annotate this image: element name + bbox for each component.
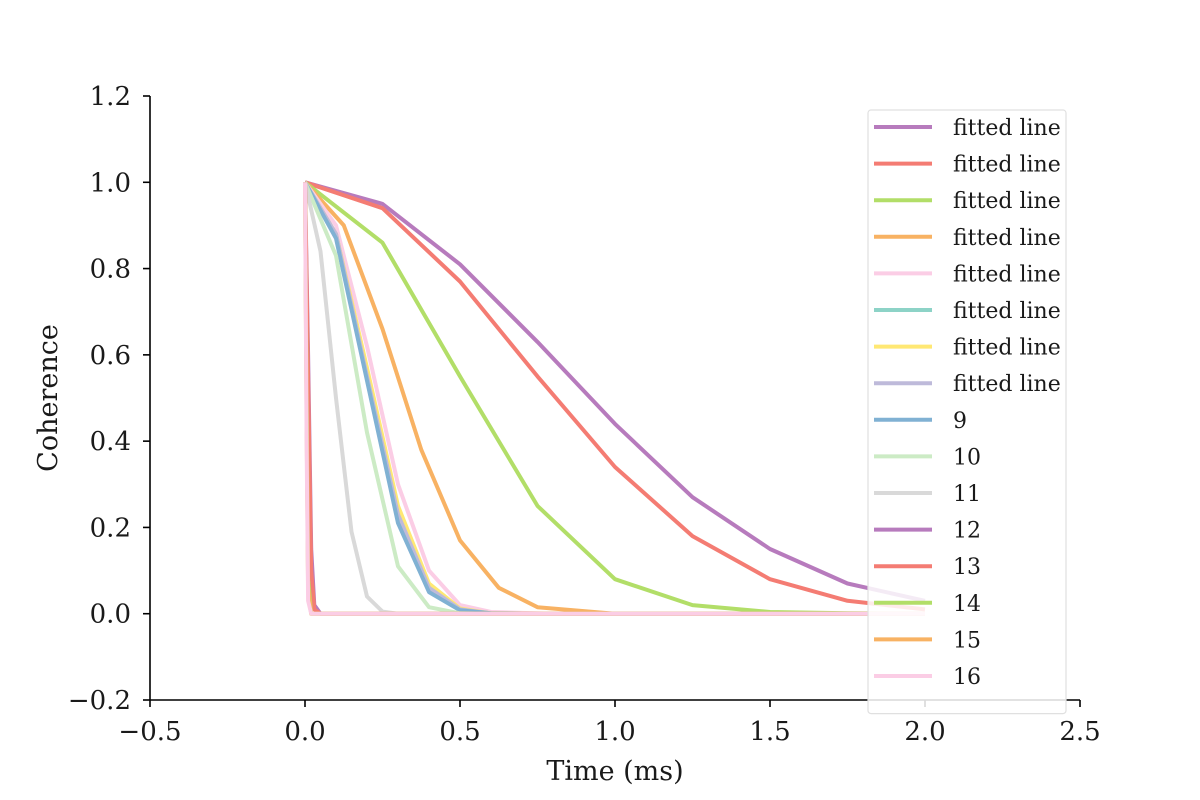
y-tick-label: 0.2: [90, 513, 131, 543]
legend-label: fitted line: [953, 372, 1061, 397]
legend-box: [867, 109, 1067, 715]
legend-label: fitted line: [953, 116, 1061, 141]
series-line-7: [303, 181, 925, 616]
series-line-14: [303, 182, 925, 616]
plot-area: [303, 180, 926, 616]
x-tick-label: −0.5: [118, 717, 181, 747]
y-axis-label: Coherence: [33, 324, 64, 472]
legend-label: fitted line: [953, 153, 1061, 178]
series-line-3: [303, 180, 926, 616]
x-tick-label: 1.5: [749, 717, 790, 747]
y-tick-label: −0.2: [68, 686, 131, 716]
legend-label: 11: [953, 482, 981, 507]
legend-label: 10: [953, 445, 981, 470]
series-line-10: [303, 181, 925, 616]
series-line-1: [304, 180, 926, 603]
legend-label: 14: [953, 592, 981, 617]
legend-label: fitted line: [953, 336, 1061, 361]
series-line-13: [303, 182, 925, 616]
legend-label: 9: [953, 409, 967, 434]
legend-label: 15: [953, 628, 981, 653]
y-tick-label: 1.2: [90, 82, 131, 112]
series-line-8: [303, 181, 925, 616]
series-line-16: [303, 182, 925, 616]
series-line-12: [303, 182, 925, 616]
legend-label: 12: [953, 519, 981, 544]
y-tick-label: 1.0: [90, 168, 131, 198]
y-tick-label: 0.8: [90, 255, 131, 285]
y-tick-label: 0.4: [90, 427, 131, 457]
x-axis-label: Time (ms): [546, 756, 683, 787]
legend-label: fitted line: [953, 262, 1061, 287]
series-line-6: [303, 181, 925, 616]
series-line-4: [303, 180, 925, 616]
x-tick-label: 1.0: [594, 717, 635, 747]
legend: fitted line fitted line fitted line fitted …: [867, 109, 1067, 715]
y-tick-label: 0.6: [90, 341, 131, 371]
y-tick-label: 0.0: [90, 600, 131, 630]
legend-label: 13: [953, 555, 981, 580]
series-line-5: [303, 181, 925, 616]
x-tick-label: 0.5: [439, 717, 480, 747]
legend-label: 16: [953, 665, 981, 690]
series-line-9: [303, 181, 925, 616]
series-line-15: [303, 182, 925, 616]
legend-label: fitted line: [953, 189, 1061, 214]
legend-label: fitted line: [953, 299, 1061, 324]
legend-label: fitted line: [953, 226, 1061, 251]
axes: −0.5 0.0 0.5 1.0 1.5 2.0 2.5 −0.2 0.0 0.2 0.4 0.6 0.…: [68, 82, 1101, 747]
x-tick-label: 2.0: [904, 717, 945, 747]
series-line-11: [303, 181, 925, 616]
x-tick-label: 0.0: [284, 717, 325, 747]
x-tick-label: 2.5: [1059, 717, 1100, 747]
series-line-2: [304, 180, 926, 612]
